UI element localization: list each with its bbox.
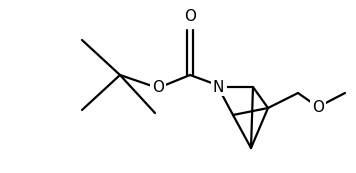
Text: O: O (312, 99, 324, 115)
Text: N: N (212, 80, 224, 94)
Text: O: O (184, 9, 196, 24)
Text: N: N (214, 79, 226, 93)
Text: O: O (152, 80, 164, 95)
